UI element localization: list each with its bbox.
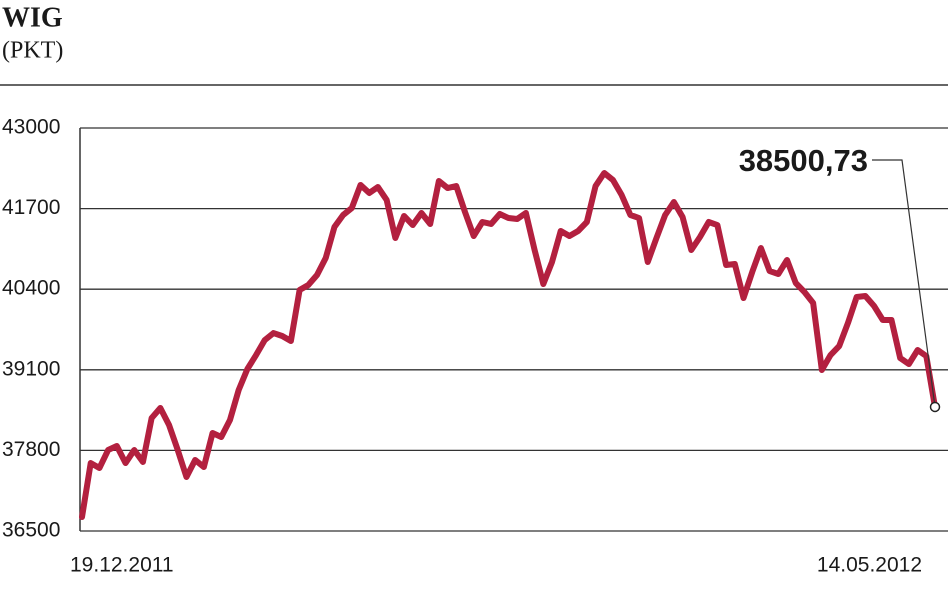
x-tick-label: 19.12.2011 (70, 554, 174, 577)
y-tick-label: 40400 (2, 277, 60, 300)
chart-title: WIG (2, 2, 63, 33)
y-tick-label: 43000 (2, 116, 60, 139)
y-tick-label: 37800 (2, 438, 60, 461)
leader-line (872, 159, 936, 408)
value-label: 38500,73 (739, 143, 868, 178)
line (79, 170, 938, 521)
y-tick-label: 41700 (2, 196, 60, 219)
end-point (929, 401, 941, 413)
x-tick-label: 14.05.2012 (817, 554, 922, 577)
chart-subtitle: (PKT) (2, 38, 63, 64)
y-tick-label: 36500 (2, 519, 60, 542)
y-tick-label: 39100 (2, 357, 60, 380)
